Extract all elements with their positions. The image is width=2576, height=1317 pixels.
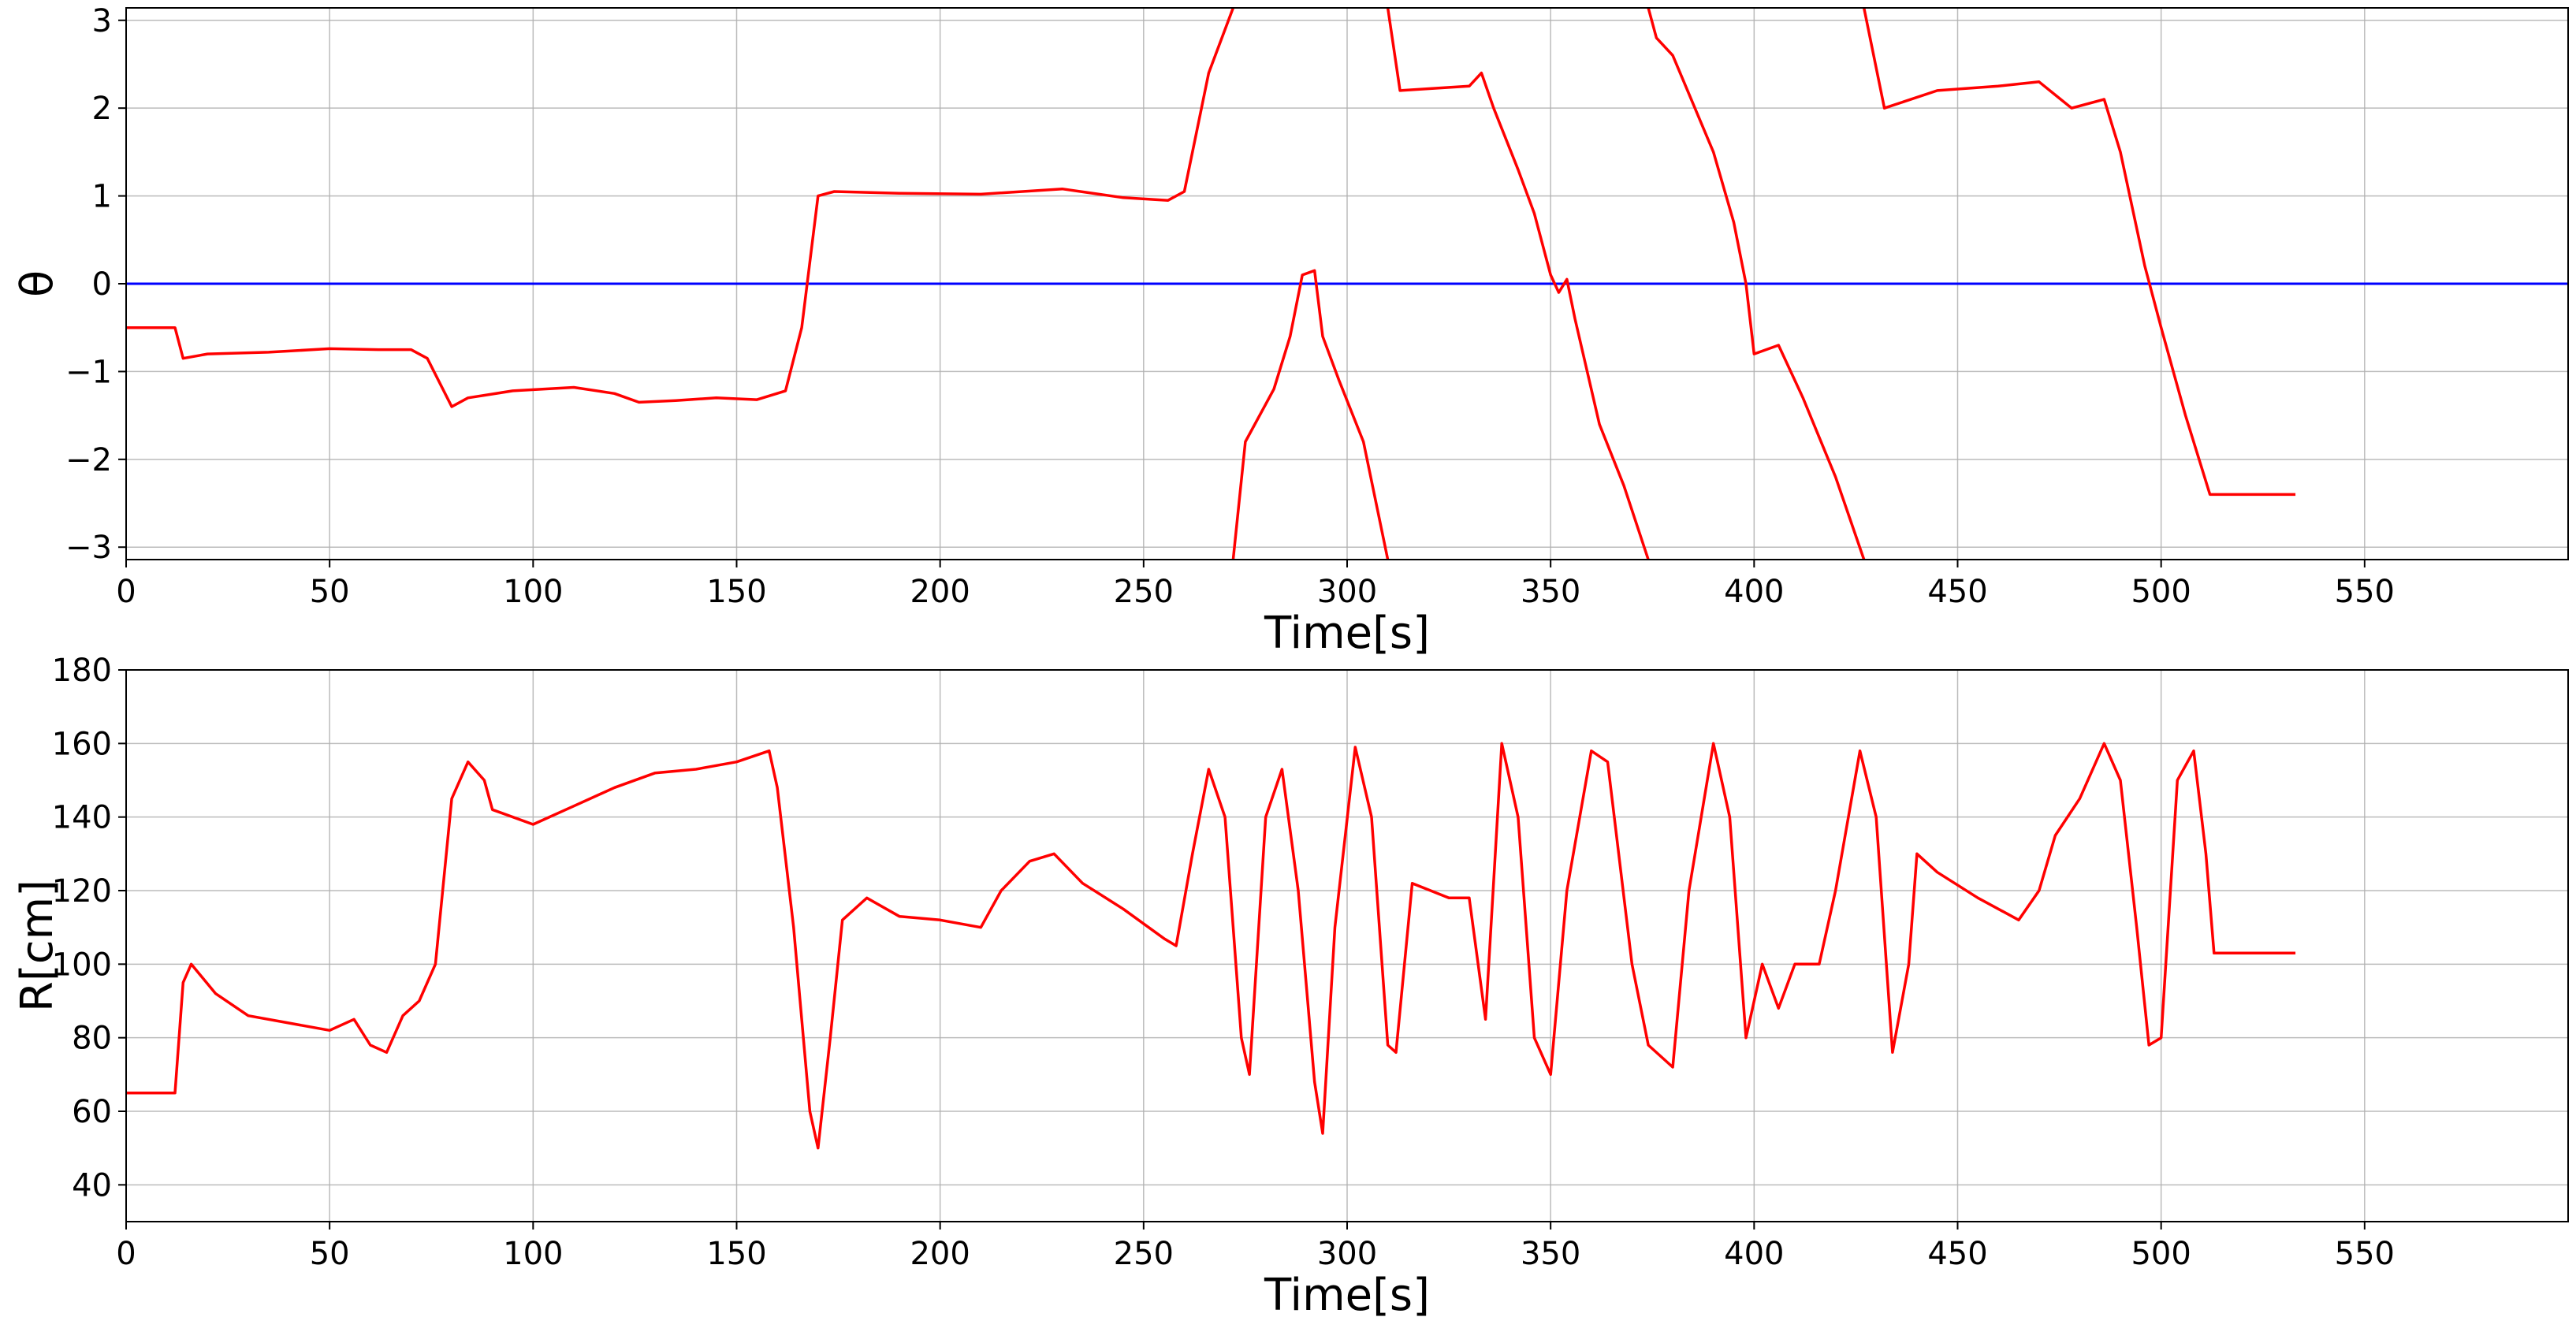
x-tick-label: 50 [310, 1236, 350, 1272]
x-tick-label: 350 [1521, 1236, 1580, 1272]
x-axis-label: Time[s] [1264, 1270, 1430, 1317]
y-tick-label: 40 [72, 1167, 112, 1204]
x-tick-label: 100 [503, 1236, 563, 1272]
y-tick-label: 80 [72, 1021, 112, 1057]
y-tick-label: 120 [52, 873, 112, 910]
y-tick-label: −3 [65, 530, 112, 566]
series-line-segment [126, 742, 2296, 1150]
chart-1: 0 50 100 150 200 250 300 350 400 450 500 550 −3 −2 −1 0… [12, 3, 2569, 659]
y-axis-label: θ [12, 270, 63, 297]
y-tick-label: 0 [92, 266, 112, 303]
x-tick-label: 550 [2335, 574, 2395, 610]
x-tick-label: 500 [2131, 574, 2191, 610]
y-tick-label: 140 [52, 800, 112, 836]
series-line-segment [1231, 269, 1390, 560]
x-tick-label: 150 [706, 574, 766, 610]
y-tick-label: −1 [65, 354, 112, 390]
x-tick-label: 50 [310, 574, 350, 610]
x-tick-label: 450 [1927, 574, 1987, 610]
series-line-segment [1386, 8, 1650, 560]
series-line-segment [1647, 8, 1866, 560]
x-tick-label: 250 [1114, 574, 1174, 610]
plot-frame [125, 669, 2569, 1222]
x-tick-label: 350 [1521, 574, 1580, 610]
y-tick-label: 60 [72, 1094, 112, 1130]
x-tick-label: 550 [2335, 1236, 2395, 1272]
x-tick-label: 400 [1724, 1236, 1784, 1272]
x-tick-label: 300 [1317, 574, 1377, 610]
y-tick-label: 180 [52, 653, 112, 689]
series-line-segment [126, 8, 1235, 408]
x-tick-label: 400 [1724, 574, 1784, 610]
x-tick-label: 0 [116, 574, 136, 610]
x-tick-label: 450 [1927, 1236, 1987, 1272]
y-tick-label: 3 [92, 3, 112, 39]
y-tick-label: 100 [52, 947, 112, 983]
y-tick-label: −2 [65, 442, 112, 478]
x-tick-label: 300 [1317, 1236, 1377, 1272]
x-tick-label: 0 [116, 1236, 136, 1272]
x-tick-label: 100 [503, 574, 563, 610]
x-axis-label: Time[s] [1264, 608, 1430, 659]
plot-frame [125, 7, 2569, 560]
x-tick-label: 200 [910, 574, 970, 610]
x-tick-label: 500 [2131, 1236, 2191, 1272]
x-tick-label: 250 [1114, 1236, 1174, 1272]
x-tick-label: 150 [706, 1236, 766, 1272]
series-line-segment [1862, 8, 2296, 497]
x-tick-label: 200 [910, 1236, 970, 1272]
y-tick-label: 160 [52, 726, 112, 762]
y-tick-label: 1 [92, 179, 112, 215]
y-axis-label: R[cm] [12, 880, 63, 1012]
y-tick-label: 2 [92, 91, 112, 127]
chart-2: 0 50 100 150 200 250 300 350 400 450 500 550 40 60 80 1… [12, 653, 2569, 1317]
